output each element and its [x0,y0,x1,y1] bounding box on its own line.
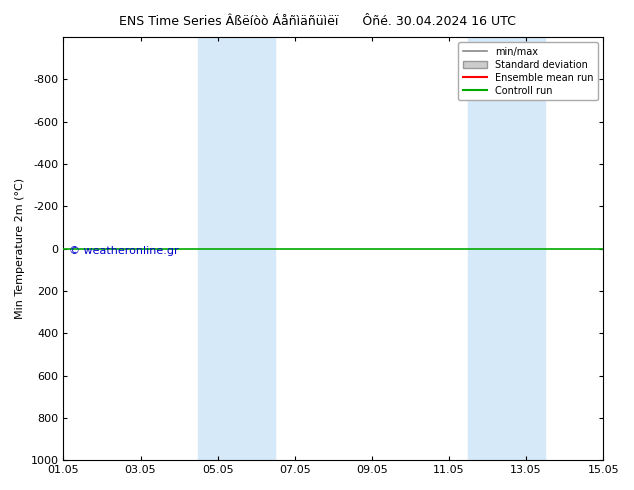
Bar [469,37,545,460]
Text: © weatheronline.gr: © weatheronline.gr [69,245,178,256]
Text: ENS Time Series Âßëíòò Áåñìäñüìëï      Ôñé. 30.04.2024 16 UTC: ENS Time Series Âßëíòò Áåñìäñüìëï Ôñé. 3… [119,15,515,28]
Legend: min/max, Standard deviation, Ensemble mean run, Controll run: min/max, Standard deviation, Ensemble me… [458,42,598,100]
Y-axis label: Min Temperature 2m (°C): Min Temperature 2m (°C) [15,178,25,319]
Bar [198,37,275,460]
